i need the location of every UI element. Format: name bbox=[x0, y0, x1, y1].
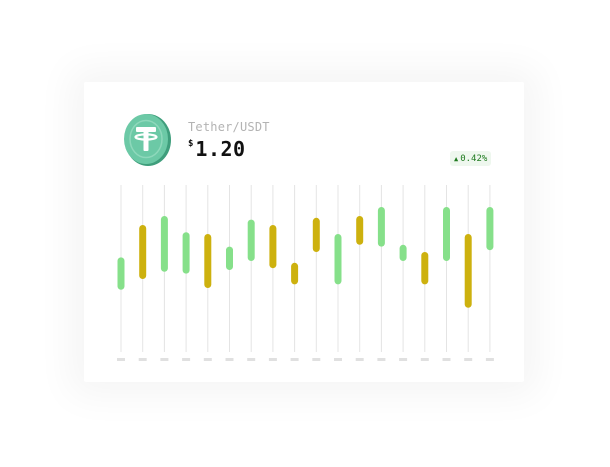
candle-5 bbox=[204, 234, 212, 288]
x-tick bbox=[117, 358, 125, 361]
token-pair-label: Tether/USDT bbox=[188, 120, 270, 134]
x-tick bbox=[160, 358, 169, 361]
x-tick bbox=[138, 358, 147, 361]
x-tick bbox=[247, 358, 256, 361]
x-tick bbox=[203, 358, 212, 361]
token-price: 1.20 bbox=[195, 137, 246, 161]
x-tick bbox=[442, 358, 451, 361]
candle-4 bbox=[182, 232, 190, 274]
candle-3 bbox=[160, 216, 168, 272]
candle-17 bbox=[464, 234, 472, 308]
arrow-up-icon: ▲ bbox=[454, 154, 459, 163]
change-value: 0.42% bbox=[460, 153, 488, 164]
x-tick bbox=[225, 358, 234, 361]
candle-12 bbox=[356, 216, 364, 245]
candle-10 bbox=[312, 217, 320, 252]
candle-11 bbox=[334, 234, 342, 285]
currency-symbol: $ bbox=[188, 139, 194, 149]
candle-15 bbox=[421, 252, 429, 285]
candle-9 bbox=[291, 262, 299, 285]
x-tick bbox=[399, 358, 408, 361]
candle-16 bbox=[443, 207, 450, 261]
price-display: $ 1.20 bbox=[188, 137, 246, 161]
change-badge: ▲ 0.42% bbox=[450, 151, 492, 166]
candle-7 bbox=[247, 219, 255, 261]
tether-logo-icon bbox=[124, 114, 171, 166]
token-card: Tether/USDT $ 1.20 ▲ 0.42% bbox=[84, 82, 524, 382]
x-tick bbox=[334, 358, 342, 361]
candle-14 bbox=[399, 244, 407, 261]
candle-18 bbox=[486, 207, 494, 251]
candlestick-chart bbox=[117, 185, 494, 361]
x-tick bbox=[377, 358, 386, 361]
candle-13 bbox=[377, 207, 385, 247]
candle-8 bbox=[269, 225, 277, 269]
x-tick bbox=[464, 358, 473, 361]
x-tick bbox=[420, 358, 429, 361]
x-tick bbox=[485, 358, 494, 361]
x-tick bbox=[290, 358, 299, 361]
candle-2 bbox=[139, 225, 147, 279]
candle-1 bbox=[117, 257, 125, 290]
x-tick bbox=[268, 358, 277, 361]
x-tick bbox=[312, 358, 321, 361]
x-tick bbox=[355, 358, 364, 361]
x-tick bbox=[182, 358, 191, 361]
candle-6 bbox=[226, 246, 233, 270]
